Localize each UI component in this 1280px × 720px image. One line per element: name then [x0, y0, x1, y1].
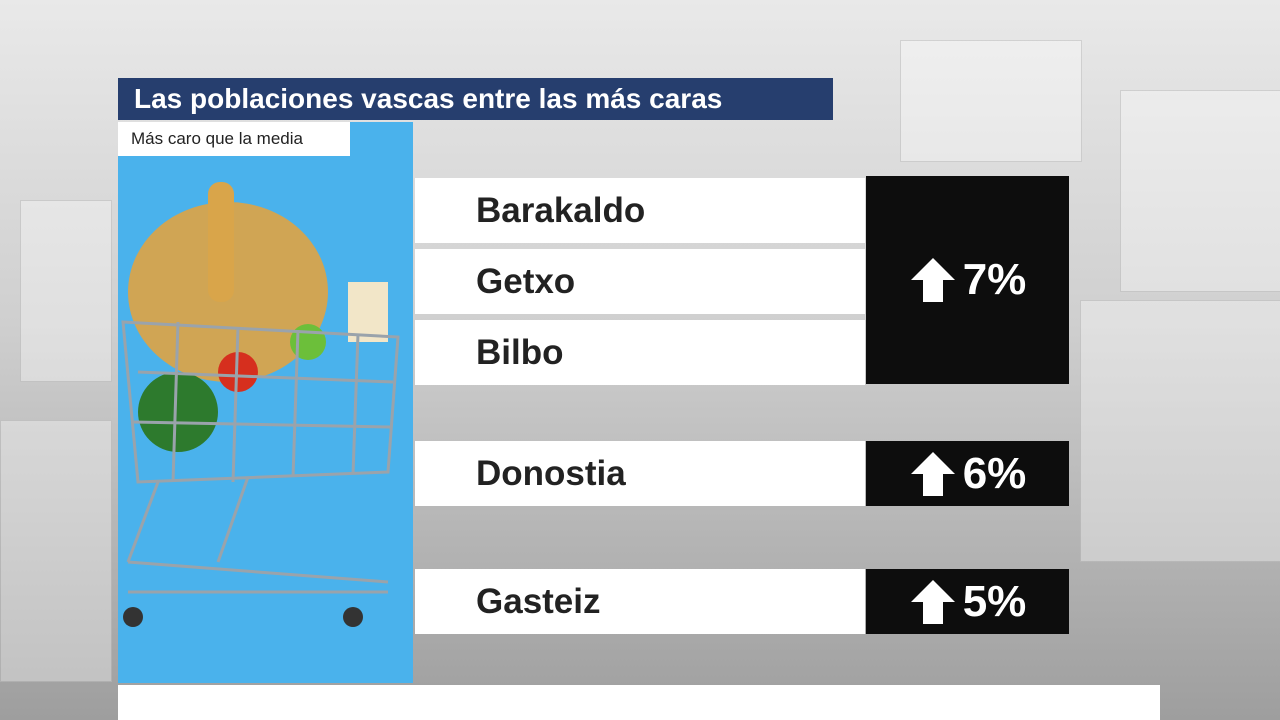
photo: [118, 122, 413, 683]
change-box: 6%: [866, 441, 1069, 506]
change-value: 5%: [962, 576, 1027, 626]
cart-illustration: [121, 182, 400, 627]
city-row: Donostia: [415, 441, 865, 506]
bg-block: [1120, 90, 1280, 292]
city-row: Bilbo: [415, 320, 865, 385]
city-row: Getxo: [415, 249, 865, 314]
title: Las poblaciones vascas entre las más car…: [118, 78, 833, 120]
change-box: 5%: [866, 569, 1069, 634]
city-row: Gasteiz: [415, 569, 865, 634]
up-arrow: [910, 258, 955, 302]
change-value: 6%: [962, 448, 1027, 498]
bg-block: [20, 200, 112, 382]
bg-block: [0, 420, 112, 682]
up-arrow: [910, 579, 955, 624]
change-box: 7%: [866, 176, 1069, 384]
bg-block: [1080, 300, 1280, 562]
up-arrow: [910, 451, 955, 496]
city-row: Barakaldo: [415, 178, 865, 243]
subtitle: Más caro que la media: [118, 122, 350, 156]
bottom-bar: [118, 685, 1160, 720]
change-value: 7%: [962, 255, 1027, 304]
bg-block: [900, 40, 1082, 162]
